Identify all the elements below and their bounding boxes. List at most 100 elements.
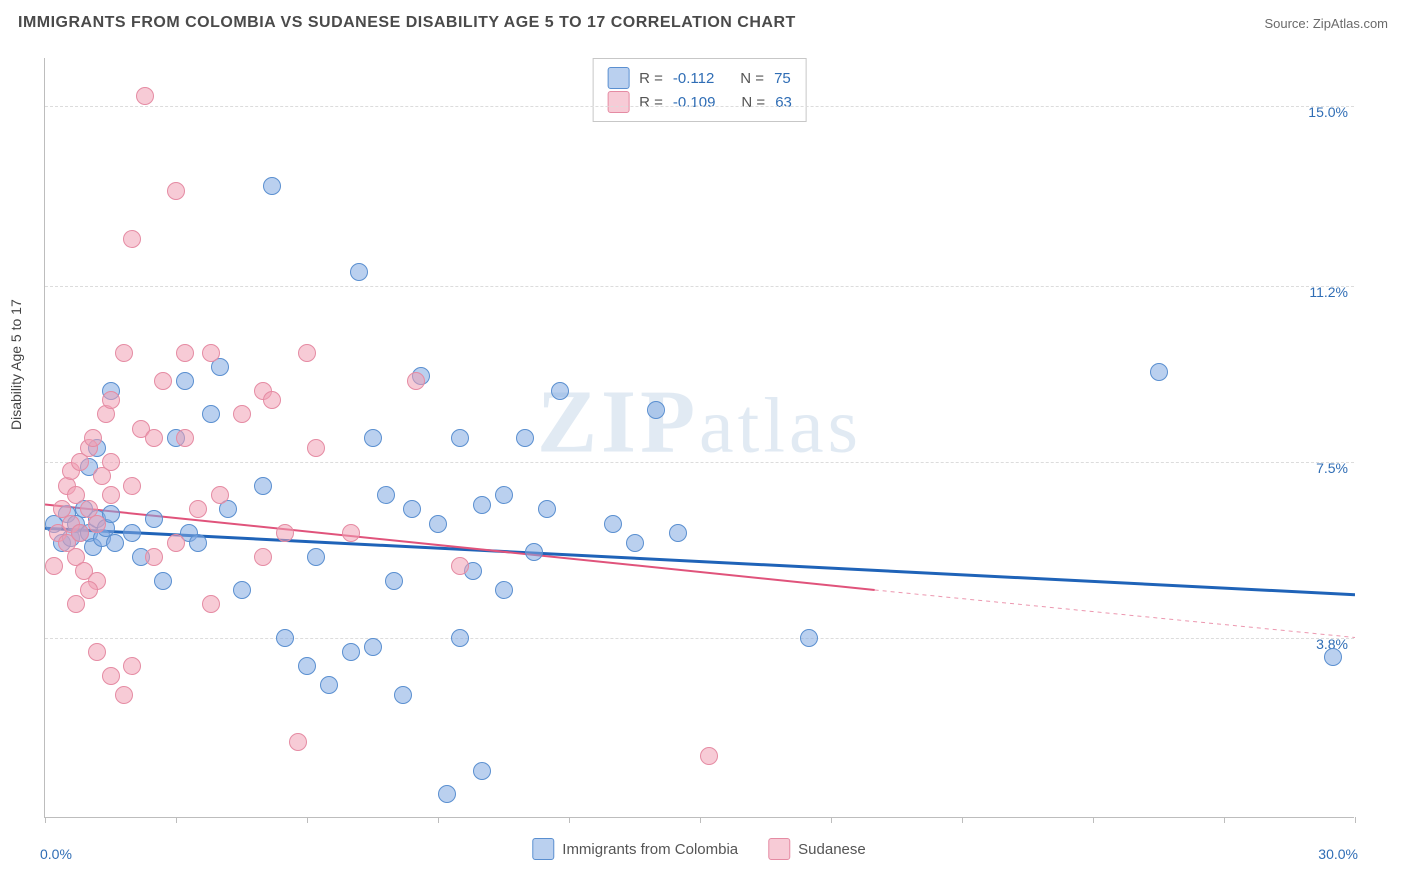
legend-label: Sudanese	[798, 841, 866, 858]
n-value: 63	[775, 94, 792, 111]
data-point	[377, 486, 395, 504]
data-point	[1150, 363, 1168, 381]
data-point	[167, 182, 185, 200]
data-point	[403, 500, 421, 518]
data-point	[263, 391, 281, 409]
data-point	[438, 785, 456, 803]
data-point	[84, 429, 102, 447]
data-point	[495, 581, 513, 599]
x-tick	[1093, 817, 1094, 823]
data-point	[276, 629, 294, 647]
chart-area: ZIPatlas R =-0.112N =75R =-0.109N =63 3.…	[44, 58, 1354, 818]
data-point	[71, 524, 89, 542]
data-point	[102, 453, 120, 471]
legend-swatch	[607, 91, 629, 113]
data-point	[211, 486, 229, 504]
data-point	[102, 486, 120, 504]
y-tick-label: 7.5%	[1316, 460, 1348, 476]
chart-source: Source: ZipAtlas.com	[1264, 16, 1388, 31]
n-label: N =	[740, 70, 764, 87]
data-point	[473, 496, 491, 514]
data-point	[145, 510, 163, 528]
data-point	[473, 762, 491, 780]
data-point	[189, 500, 207, 518]
x-tick	[831, 817, 832, 823]
data-point	[123, 230, 141, 248]
data-point	[202, 595, 220, 613]
data-point	[700, 747, 718, 765]
x-tick	[700, 817, 701, 823]
data-point	[669, 524, 687, 542]
y-tick-label: 11.2%	[1309, 284, 1348, 300]
data-point	[145, 429, 163, 447]
legend-swatch	[532, 838, 554, 860]
data-point	[233, 581, 251, 599]
data-point	[123, 477, 141, 495]
data-point	[254, 477, 272, 495]
data-point	[106, 534, 124, 552]
data-point	[289, 733, 307, 751]
data-point	[154, 372, 172, 390]
legend-label: Immigrants from Colombia	[562, 841, 738, 858]
data-point	[176, 344, 194, 362]
watermark: ZIPatlas	[537, 371, 862, 474]
data-point	[154, 572, 172, 590]
data-point	[123, 524, 141, 542]
n-label: N =	[741, 94, 765, 111]
data-point	[342, 524, 360, 542]
data-point	[538, 500, 556, 518]
x-tick	[1355, 817, 1356, 823]
r-value: -0.112	[673, 70, 714, 87]
data-point	[115, 686, 133, 704]
data-point	[189, 534, 207, 552]
data-point	[307, 548, 325, 566]
data-point	[364, 638, 382, 656]
plot-area: ZIPatlas R =-0.112N =75R =-0.109N =63 3.…	[44, 58, 1354, 818]
data-point	[394, 686, 412, 704]
x-tick	[962, 817, 963, 823]
data-point	[298, 657, 316, 675]
x-axis-max-label: 30.0%	[1318, 846, 1358, 862]
data-point	[67, 486, 85, 504]
data-point	[451, 629, 469, 647]
grid-line	[45, 462, 1354, 463]
data-point	[276, 524, 294, 542]
x-tick	[569, 817, 570, 823]
chart-title: IMMIGRANTS FROM COLOMBIA VS SUDANESE DIS…	[18, 14, 796, 32]
data-point	[342, 643, 360, 661]
chart-header: IMMIGRANTS FROM COLOMBIA VS SUDANESE DIS…	[0, 0, 1406, 40]
data-point	[1324, 648, 1342, 666]
data-point	[115, 344, 133, 362]
legend-row: R = -0.112 N = 75	[607, 67, 792, 89]
data-point	[298, 344, 316, 362]
data-point	[407, 372, 425, 390]
grid-line	[45, 106, 1354, 107]
x-tick	[45, 817, 46, 823]
legend-item: Immigrants from Colombia	[532, 838, 738, 860]
data-point	[254, 548, 272, 566]
data-point	[88, 515, 106, 533]
legend-swatch	[607, 67, 629, 89]
data-point	[136, 87, 154, 105]
x-tick	[1224, 817, 1225, 823]
y-tick-label: 15.0%	[1308, 104, 1348, 120]
data-point	[516, 429, 534, 447]
data-point	[167, 534, 185, 552]
data-point	[88, 643, 106, 661]
r-value: -0.109	[673, 94, 716, 111]
data-point	[176, 429, 194, 447]
x-axis-min-label: 0.0%	[40, 846, 72, 862]
data-point	[451, 557, 469, 575]
data-point	[263, 177, 281, 195]
data-point	[647, 401, 665, 419]
r-label: R =	[639, 70, 663, 87]
correlation-legend: R = -0.112 N = 75 R = -0.109 N = 63	[592, 58, 807, 122]
data-point	[626, 534, 644, 552]
r-label: R =	[639, 94, 663, 111]
grid-line	[45, 286, 1354, 287]
data-point	[604, 515, 622, 533]
data-point	[551, 382, 569, 400]
n-value: 75	[774, 70, 791, 87]
data-point	[202, 405, 220, 423]
data-point	[176, 372, 194, 390]
